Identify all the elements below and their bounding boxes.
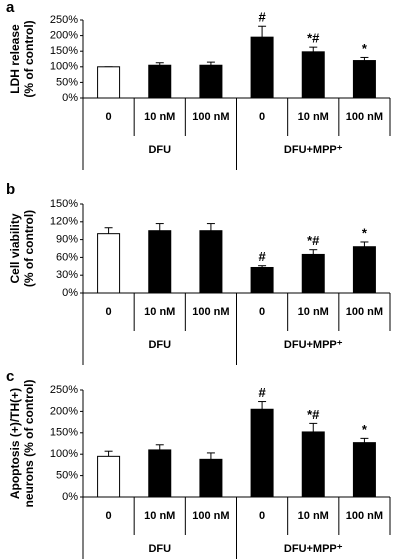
- bar: [352, 442, 376, 498]
- y-tick-label: 100%: [50, 61, 78, 73]
- x-tick-label: 0: [259, 306, 265, 318]
- x-tick-label: 10 nM: [298, 510, 329, 522]
- y-tick-label: 50%: [56, 470, 78, 482]
- y-axis-label: neurons (% of control): [22, 380, 36, 508]
- y-tick-label: 0%: [62, 92, 78, 104]
- y-tick-label: 200%: [50, 30, 78, 42]
- group-label: DFU: [148, 543, 171, 555]
- bar: [148, 64, 172, 99]
- bar: [199, 458, 223, 498]
- significance-label: *#: [307, 407, 320, 422]
- x-tick-label: 0: [259, 111, 265, 123]
- group-label: DFU: [148, 144, 171, 156]
- x-tick-label: 10 nM: [298, 111, 329, 123]
- bar: [250, 36, 274, 99]
- panel-letter: c: [6, 368, 14, 385]
- significance-label: *: [362, 225, 368, 240]
- y-axis-label: (% of control): [22, 20, 36, 97]
- bar: [97, 455, 121, 498]
- bar: [301, 51, 325, 99]
- bar: [301, 253, 325, 294]
- y-tick-label: 60%: [56, 251, 78, 263]
- panel-letter: b: [6, 181, 15, 198]
- x-tick-label: 10 nM: [144, 306, 175, 318]
- significance-label: *: [362, 41, 368, 56]
- bar: [301, 431, 325, 498]
- y-tick-label: 90%: [56, 234, 78, 246]
- x-tick-label: 100 nM: [346, 306, 383, 318]
- group-label: DFU+MPP⁺: [284, 543, 343, 555]
- bar: [148, 449, 172, 498]
- y-tick-label: 250%: [50, 384, 78, 396]
- group-label: DFU+MPP⁺: [284, 339, 343, 351]
- x-tick-label: 10 nM: [298, 306, 329, 318]
- bar: [148, 230, 172, 294]
- x-tick-label: 0: [106, 306, 112, 318]
- x-tick-label: 100 nM: [346, 510, 383, 522]
- panel-letter: a: [6, 0, 15, 16]
- y-axis-label: (% of control): [22, 210, 36, 287]
- significance-label: *#: [307, 31, 320, 46]
- y-axis-label: LDH release: [8, 24, 22, 94]
- y-tick-label: 100%: [50, 448, 78, 460]
- x-tick-label: 100 nM: [346, 111, 383, 123]
- y-tick-label: 150%: [50, 45, 78, 57]
- bar: [199, 230, 223, 294]
- significance-label: #: [258, 249, 266, 264]
- y-tick-label: 250%: [50, 14, 78, 26]
- y-tick-label: 120%: [50, 216, 78, 228]
- bar: [97, 66, 121, 99]
- y-tick-label: 0%: [62, 491, 78, 503]
- y-tick-label: 200%: [50, 405, 78, 417]
- x-tick-label: 100 nM: [192, 111, 229, 123]
- x-tick-label: 0: [259, 510, 265, 522]
- x-tick-label: 10 nM: [144, 510, 175, 522]
- bar: [250, 408, 274, 498]
- x-tick-label: 0: [106, 111, 112, 123]
- x-tick-label: 10 nM: [144, 111, 175, 123]
- group-label: DFU+MPP⁺: [284, 144, 343, 156]
- significance-label: #: [258, 385, 266, 400]
- y-tick-label: 150%: [50, 198, 78, 210]
- y-tick-label: 150%: [50, 427, 78, 439]
- x-tick-label: 100 nM: [192, 306, 229, 318]
- significance-label: *#: [307, 233, 320, 248]
- bar: [352, 246, 376, 294]
- significance-label: *: [362, 422, 368, 437]
- y-tick-label: 0%: [62, 287, 78, 299]
- significance-label: #: [258, 10, 266, 25]
- y-tick-label: 30%: [56, 269, 78, 281]
- bar: [97, 233, 121, 294]
- bar: [199, 64, 223, 99]
- y-axis-label: Cell viability: [8, 213, 22, 283]
- x-tick-label: 100 nM: [192, 510, 229, 522]
- y-tick-label: 50%: [56, 76, 78, 88]
- bar: [250, 266, 274, 294]
- bar: [352, 60, 376, 99]
- group-label: DFU: [148, 339, 171, 351]
- y-axis-label: Apoptosis (+)/TH(+): [8, 388, 22, 499]
- x-tick-label: 0: [106, 510, 112, 522]
